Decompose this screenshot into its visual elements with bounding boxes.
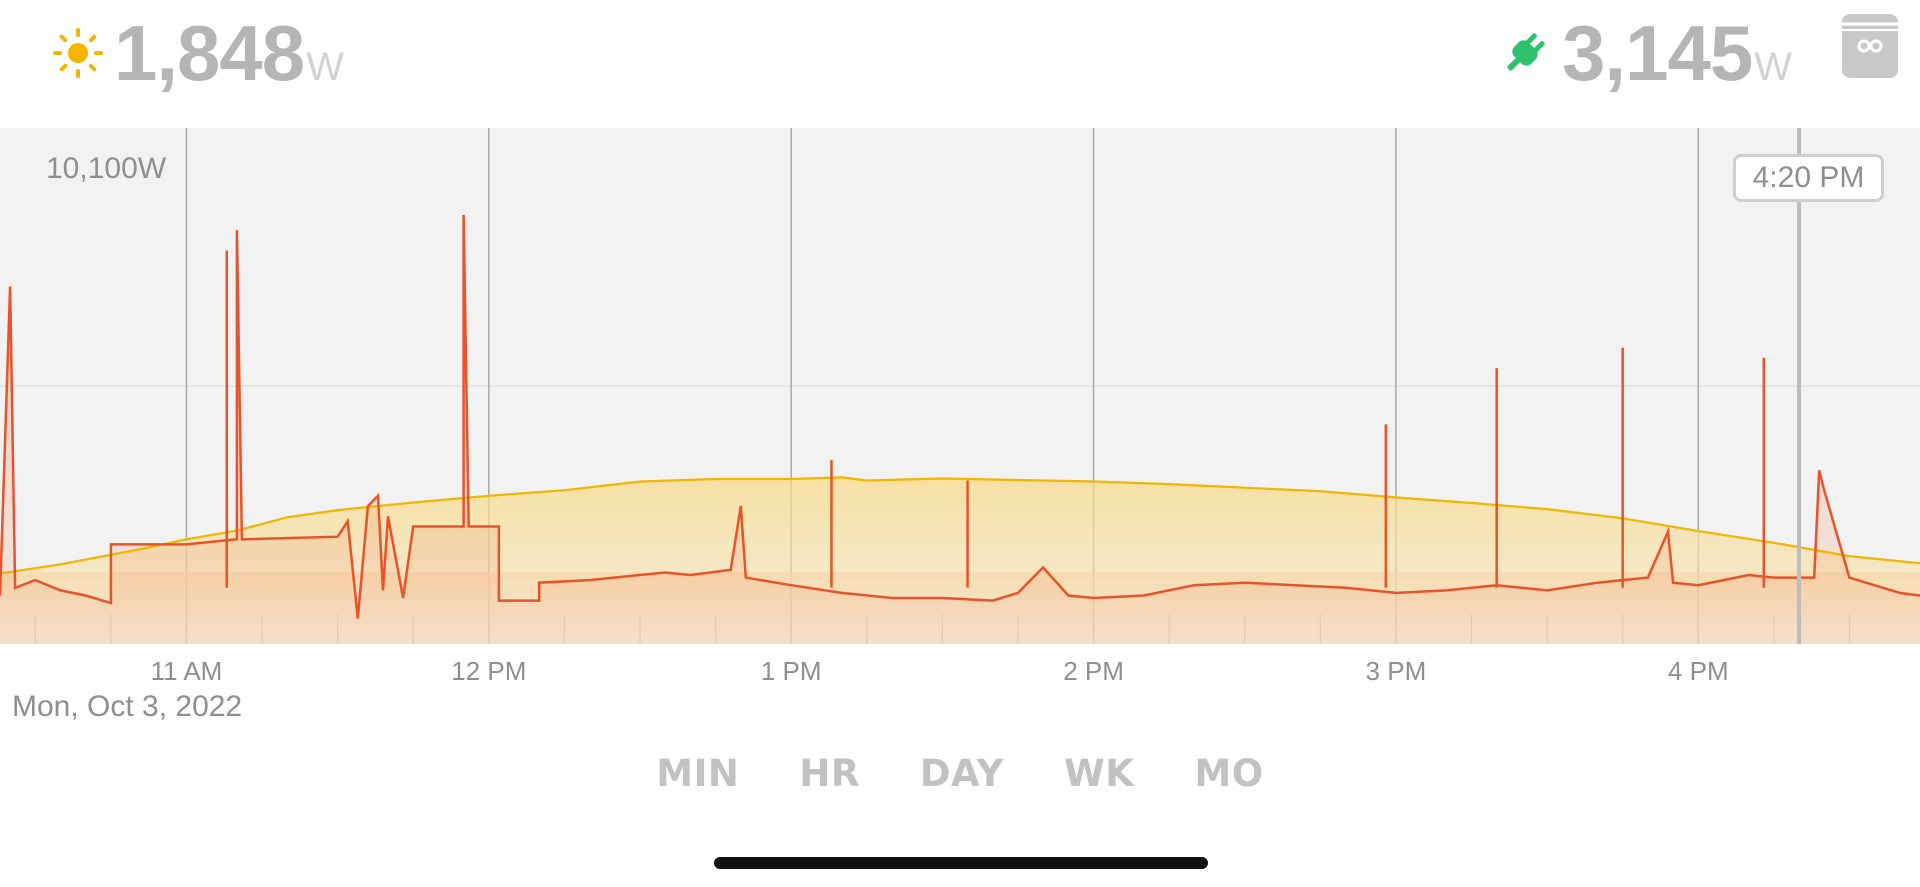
usage-area [0, 214, 1920, 644]
period-hr-button[interactable]: HR [799, 752, 860, 795]
power-chart-svg[interactable]: 11 AM 12 PM 1 PM 2 PM 3 PM 4 PM [0, 128, 1920, 728]
x-tick-label: 12 PM [451, 656, 526, 686]
x-tick-label: 11 AM [151, 656, 223, 686]
plug-icon [1507, 33, 1545, 71]
power-chart[interactable]: 11 AM 12 PM 1 PM 2 PM 3 PM 4 PM 10,100W 4:20 … [0, 128, 1920, 728]
power-summary-header: 1,848 W 3,145 W [0, 0, 1920, 128]
chart-date-label: Mon, Oct 3, 2022 [12, 690, 243, 723]
y-max-label: 10,100W [46, 152, 167, 185]
x-tick-label: 3 PM [1366, 656, 1427, 686]
home-consumption: 3,145 W [1500, 8, 1792, 98]
usage-unit: W [1754, 44, 1792, 89]
solar-line [0, 476, 1920, 575]
usage-value: 3,145 [1562, 8, 1753, 97]
period-min-button[interactable]: MIN [656, 752, 740, 795]
period-mo-button[interactable]: MO [1194, 752, 1264, 795]
solar-value: 1,848 [114, 8, 305, 97]
cursor-time-label: 4:20 PM [1733, 154, 1884, 202]
period-selector: MIN HR DAY WK MO [0, 752, 1920, 795]
solar-production: 1,848 W [52, 8, 344, 98]
battery-device-icon[interactable] [1840, 12, 1900, 80]
x-tick-label: 2 PM [1063, 656, 1124, 686]
solar-unit: W [306, 44, 344, 89]
sun-icon [53, 28, 103, 78]
home-indicator[interactable] [714, 857, 1208, 869]
usage-line [0, 214, 1920, 619]
x-tick-label: 4 PM [1668, 656, 1729, 686]
period-day-button[interactable]: DAY [919, 752, 1004, 795]
period-wk-button[interactable]: WK [1063, 752, 1135, 795]
x-tick-label: 1 PM [761, 656, 822, 686]
